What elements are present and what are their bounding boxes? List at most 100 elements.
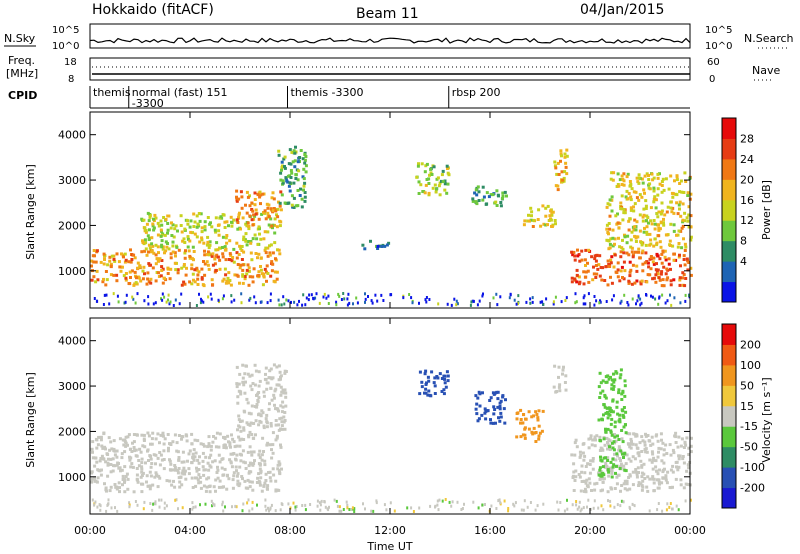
scatter-cell [193,220,197,224]
scatter-cell [266,484,270,488]
scatter-cell [637,198,641,202]
scatter-cell [244,203,247,207]
scatter-cell [671,195,675,199]
scatter-cell [687,446,691,450]
scatter-cell [284,176,288,180]
ground-cell [597,506,600,510]
scatter-cell [201,459,205,463]
scatter-cell [608,242,612,246]
scatter-cell [481,185,485,189]
scatter-cell [633,234,637,238]
scatter-cell [438,181,442,185]
scatter-cell [575,445,579,449]
scatter-cell [556,188,560,192]
scatter-cell [111,469,115,473]
scatter-cell [147,434,151,438]
scatter-cell [612,380,616,384]
scatter-cell [681,220,685,224]
scatter-cell [250,388,254,392]
scatter-cell [268,470,272,474]
scatter-cell [224,258,228,262]
scatter-cell [578,259,582,263]
scatter-cell [235,195,238,199]
scatter-cell [678,200,682,204]
scatter-cell [478,392,482,396]
ground-cell [336,504,339,508]
scatter-cell [573,441,577,445]
scatter-cell [267,203,271,207]
scatter-cell [216,476,220,480]
scatter-cell [184,477,188,481]
scatter-cell [443,188,447,192]
scatter-cell [632,209,636,213]
scatter-cell [113,453,117,457]
scatter-cell [278,204,282,208]
scatter-cell [204,455,208,459]
scatter-cell [587,446,591,450]
scatter-cell [677,435,681,439]
scatter-cell [618,417,622,421]
cpid-segment-sublabel: -3300 [132,97,164,110]
scatter-cell [273,231,277,235]
scatter-cell [630,187,634,191]
scatter-cell [205,485,209,489]
ground-cell [370,509,373,513]
ground-cell [639,297,642,301]
scatter-cell [102,252,106,256]
scatter-cell [419,183,423,187]
scatter-cell [224,247,228,251]
scatter-cell [143,238,147,242]
scatter-cell [666,276,670,280]
scatter-cell [238,425,242,429]
scatter-cell [223,226,227,229]
scatter-cell [633,225,637,229]
scatter-cell [205,477,209,481]
scatter-cell [598,396,602,399]
scatter-cell [183,227,187,231]
scatter-cell [598,371,602,375]
scatter-cell [249,421,253,425]
scatter-cell [427,177,431,181]
scatter-cell [592,272,596,276]
ground-cell [375,501,378,505]
scatter-cell [195,235,199,239]
scatter-cell [661,177,665,181]
scatter-cell [424,391,428,395]
scatter-cell [433,384,437,388]
scatter-cell [156,485,160,489]
scatter-cell [269,422,273,425]
scatter-cell [626,432,630,436]
scatter-cell [150,437,154,441]
scatter-cell [659,447,663,451]
ground-cell [280,303,283,307]
scatter-cell [201,465,205,469]
scatter-cell [266,246,270,250]
scatter-cell [161,247,165,251]
scatter-cell [546,204,550,208]
ground-cell [167,293,170,297]
ytick-label: 4000 [58,335,86,348]
scatter-cell [620,194,624,198]
scatter-cell [155,473,159,477]
scatter-cell [220,466,224,470]
scatter-cell [234,457,237,461]
scatter-cell [294,177,298,180]
scatter-cell [241,376,245,380]
ground-cell [531,300,534,304]
ground-cell [471,299,474,303]
scatter-cell [497,416,500,420]
scatter-cell [536,418,540,422]
scatter-cell [271,262,275,266]
scatter-cell [97,435,101,439]
scatter-cell [530,210,534,214]
scatter-cell [682,254,686,258]
ground-cell [254,301,257,305]
ground-cell [160,297,162,301]
scatter-cell [183,282,187,286]
ground-cell [648,509,651,513]
scatter-cell [499,411,503,415]
scatter-cell [687,205,691,209]
scatter-cell [109,265,113,269]
scatter-cell [229,460,233,464]
ground-cell [410,506,413,510]
